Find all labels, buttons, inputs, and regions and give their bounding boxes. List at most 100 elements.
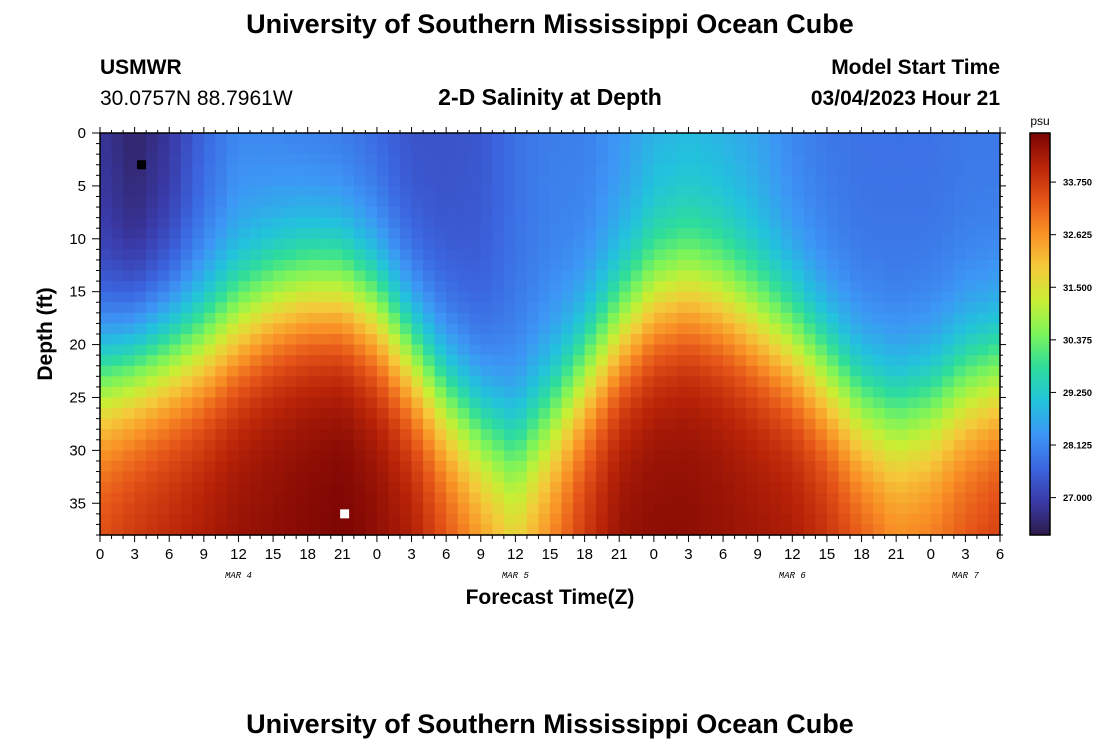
- heatmap-cell: [446, 355, 459, 367]
- heatmap-cell: [907, 503, 920, 515]
- heatmap-cell: [423, 429, 436, 441]
- heatmap-cell: [630, 334, 643, 346]
- x-tick-label: 6: [719, 546, 727, 563]
- heatmap-cell: [526, 217, 540, 229]
- heatmap-cell: [515, 196, 528, 208]
- heatmap-cell: [180, 238, 193, 250]
- heatmap-cell: [561, 408, 574, 420]
- heatmap-cell: [261, 323, 274, 335]
- heatmap-cell: [284, 386, 297, 399]
- heatmap-cell: [561, 513, 574, 526]
- heatmap-cell: [376, 439, 390, 451]
- heatmap-cell: [307, 133, 320, 145]
- heatmap-cell: [169, 185, 182, 198]
- heatmap-cell: [792, 503, 805, 515]
- heatmap-cell: [284, 503, 297, 515]
- heatmap-cell: [353, 238, 366, 250]
- heatmap-cell: [307, 259, 320, 272]
- heatmap-cell: [250, 175, 263, 187]
- heatmap-cell: [757, 312, 770, 325]
- heatmap-cell: [676, 482, 690, 494]
- x-tick-label: 12: [784, 546, 801, 563]
- heatmap-cell: [400, 185, 413, 198]
- heatmap-cell: [111, 249, 124, 261]
- heatmap-cell: [953, 196, 966, 208]
- heatmap-cell: [746, 238, 759, 250]
- heatmap-cell: [284, 450, 297, 462]
- heatmap-cell: [515, 355, 528, 367]
- heatmap-cell: [665, 312, 678, 325]
- heatmap-cell: [757, 302, 770, 314]
- heatmap-cell: [653, 513, 666, 526]
- heatmap-cell: [538, 471, 551, 483]
- heatmap-cell: [250, 217, 263, 229]
- heatmap-cell: [342, 175, 355, 187]
- heatmap-cell: [596, 133, 609, 145]
- heatmap-cell: [780, 259, 793, 272]
- heatmap-cell: [296, 492, 309, 504]
- heatmap-cell: [746, 513, 759, 526]
- heatmap-cell: [376, 175, 390, 187]
- heatmap-cell: [642, 450, 655, 462]
- heatmap-cell: [400, 418, 413, 430]
- heatmap-cell: [700, 164, 713, 176]
- heatmap-cell: [215, 259, 228, 272]
- heatmap-cell: [100, 207, 113, 219]
- heatmap-cell: [919, 503, 932, 515]
- heatmap-cell: [561, 217, 574, 229]
- heatmap-cell: [423, 238, 436, 250]
- heatmap-cell: [746, 482, 759, 494]
- heatmap-cell: [319, 249, 332, 261]
- heatmap-cell: [457, 450, 470, 462]
- heatmap-cell: [538, 133, 551, 145]
- heatmap-cell: [342, 471, 355, 483]
- heatmap-cell: [169, 175, 182, 187]
- heatmap-cell: [192, 503, 205, 515]
- heatmap-cell: [734, 450, 747, 462]
- heatmap-cell: [296, 196, 309, 208]
- heatmap-cell: [896, 460, 909, 473]
- heatmap-cell: [665, 355, 678, 367]
- heatmap-cell: [388, 270, 401, 282]
- heatmap-cell: [850, 164, 863, 176]
- heatmap-cell: [803, 439, 816, 451]
- heatmap-cell: [838, 429, 851, 441]
- heatmap-cell: [319, 217, 332, 229]
- heatmap-cell: [838, 238, 851, 250]
- heatmap-cell: [746, 365, 759, 377]
- heatmap-cell: [353, 270, 366, 282]
- heatmap-cell: [146, 482, 159, 494]
- heatmap-cell: [192, 439, 205, 451]
- heatmap-cell: [226, 492, 240, 504]
- heatmap-cell: [780, 376, 793, 388]
- heatmap-cell: [457, 513, 470, 526]
- heatmap-cell: [607, 133, 620, 145]
- heatmap-cell: [642, 344, 655, 356]
- heatmap-cell: [192, 270, 205, 282]
- heatmap-cell: [584, 460, 597, 473]
- heatmap-cell: [896, 249, 909, 261]
- heatmap-cell: [353, 365, 366, 377]
- heatmap-cell: [769, 228, 782, 240]
- heatmap-cell: [330, 450, 343, 462]
- heatmap-cell: [919, 386, 932, 399]
- heatmap-cell: [815, 249, 828, 261]
- heatmap-cell: [446, 503, 459, 515]
- heatmap-cell: [976, 175, 990, 187]
- heatmap-cell: [123, 133, 136, 145]
- heatmap-cell: [307, 302, 320, 314]
- heatmap-cell: [838, 397, 851, 409]
- heatmap-cell: [907, 175, 920, 187]
- heatmap-cell: [769, 450, 782, 462]
- heatmap-cell: [423, 492, 436, 504]
- heatmap-cell: [642, 249, 655, 261]
- heatmap-cell: [700, 471, 713, 483]
- heatmap-cell: [665, 397, 678, 409]
- heatmap-cell: [515, 133, 528, 145]
- heatmap-cell: [896, 143, 909, 155]
- heatmap-cell: [630, 228, 643, 240]
- heatmap-cell: [411, 418, 424, 430]
- heatmap-cell: [665, 365, 678, 377]
- heatmap-cell: [134, 397, 147, 409]
- heatmap-cell: [976, 164, 990, 176]
